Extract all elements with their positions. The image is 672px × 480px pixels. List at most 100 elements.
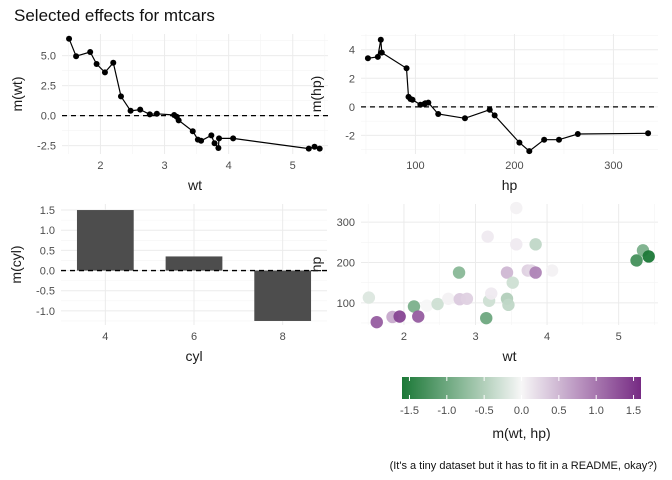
y-tick-label: 0.5	[40, 245, 55, 257]
scatter-point	[431, 297, 444, 311]
legend-break-label: 1.0	[589, 405, 604, 417]
x-axis-title: wt	[502, 348, 517, 364]
y-axis-title: m(wt)	[9, 77, 25, 112]
data-point	[311, 143, 318, 150]
panel-wt: -2.5 0.0 2.5 5.0 wt m(wt) 2 3 4 5	[9, 34, 328, 193]
data-point	[87, 49, 94, 55]
x-tick-label: 300	[604, 160, 622, 172]
data-point	[574, 131, 581, 137]
data-point	[73, 53, 80, 60]
scatter-point	[529, 238, 542, 251]
scatter-point	[412, 310, 425, 323]
data-point	[189, 128, 196, 135]
data-point	[541, 136, 548, 143]
data-point	[93, 61, 100, 67]
data-point	[153, 110, 160, 117]
bar-4	[76, 210, 134, 271]
data-point	[211, 140, 218, 147]
legend-colorbar	[402, 377, 641, 399]
legend-break-label: 1.5	[626, 405, 641, 417]
y-tick-label: -1.0	[36, 306, 55, 318]
y-tick-label: 1.0	[40, 225, 55, 237]
scatter-point	[529, 266, 542, 279]
data-point	[66, 35, 73, 42]
data-point	[316, 145, 323, 152]
y-axis-title: m(hp)	[308, 76, 324, 113]
y-tick-label: -0.5	[36, 286, 55, 298]
data-point	[101, 69, 108, 76]
data-point	[377, 36, 384, 43]
x-tick-label: 100	[406, 160, 424, 172]
data-point	[208, 132, 215, 139]
scatter-point	[545, 264, 559, 277]
data-point	[516, 139, 523, 146]
x-tick-label: 3	[161, 160, 167, 172]
chart-title: Selected effects for mtcars	[14, 6, 215, 25]
data-point	[461, 115, 468, 122]
legend-break-label: 0.0	[514, 405, 529, 417]
scatter-point	[452, 266, 466, 279]
y-tick-label: 1.5	[40, 205, 55, 217]
scatter-point	[642, 250, 655, 263]
data-point	[127, 107, 134, 114]
scatter-point	[370, 315, 383, 329]
x-axis-title: wt	[187, 177, 202, 193]
scatter-point	[407, 300, 421, 313]
scatter-point	[460, 292, 474, 305]
data-point	[175, 117, 182, 124]
data-point	[435, 111, 442, 117]
legend-break-label: -1.5	[400, 405, 419, 417]
y-tick-label: 0	[349, 102, 355, 114]
scatter-point	[506, 276, 519, 289]
y-tick-label: 100	[337, 298, 355, 310]
data-point	[374, 53, 381, 60]
scatter-point	[502, 298, 515, 312]
scatter-point	[362, 291, 376, 304]
scatter-point	[480, 311, 493, 325]
data-point	[403, 65, 410, 72]
data-point	[146, 111, 153, 118]
scatter-point	[393, 310, 406, 323]
scatter-point	[481, 230, 494, 243]
chart-caption: (It's a tiny dataset but it has to fit i…	[389, 460, 657, 472]
y-tick-label: 300	[337, 217, 355, 229]
panel-cyl: -1.0 -0.5 0.0 0.5 1.0 1.5 cyl m(cyl) 4 6 8	[8, 204, 327, 364]
y-tick-label: 2	[349, 73, 355, 85]
y-axis-title: hp	[308, 257, 324, 273]
scatter-point	[442, 292, 455, 305]
data-point	[425, 99, 432, 106]
y-tick-label: -2.5	[37, 141, 56, 153]
panel-wt_hp: 100 200 300 wt hp 2 3 4 5	[308, 201, 658, 364]
data-point	[378, 49, 385, 56]
scatter-point	[485, 287, 498, 300]
x-tick-label: 2	[97, 160, 103, 172]
y-tick-label: 4	[349, 45, 355, 57]
data-point	[117, 93, 124, 100]
data-point	[645, 130, 652, 137]
x-tick-label: 6	[191, 331, 197, 343]
data-point	[198, 137, 205, 144]
data-point	[491, 112, 498, 119]
data-point	[215, 145, 222, 151]
legend-break-label: -0.5	[475, 405, 494, 417]
bar-6	[165, 256, 223, 271]
x-tick-label: 4	[544, 331, 550, 343]
data-point	[230, 135, 237, 142]
x-tick-label: 3	[472, 331, 478, 343]
y-tick-label: -2	[345, 130, 355, 142]
data-point	[110, 59, 117, 66]
x-axis-title: cyl	[185, 348, 202, 364]
y-axis-title: m(cyl)	[8, 245, 24, 283]
color-legend: -1.5 -1.0 -0.5 0.0 0.5 1.0 1.5 m(wt, hp)	[400, 377, 641, 441]
data-point	[409, 96, 416, 103]
scatter-point	[510, 201, 523, 215]
legend-break-label: 0.5	[551, 405, 566, 417]
data-point	[137, 106, 144, 113]
data-point	[486, 106, 493, 113]
legend-break-label: -1.0	[437, 405, 456, 417]
panel-hp: -2 0 2 4 hp m(hp) 100 200 300	[308, 34, 658, 193]
y-tick-label: 5.0	[41, 51, 56, 63]
y-tick-label: 0.0	[40, 266, 55, 278]
y-tick-label: 200	[337, 257, 355, 269]
